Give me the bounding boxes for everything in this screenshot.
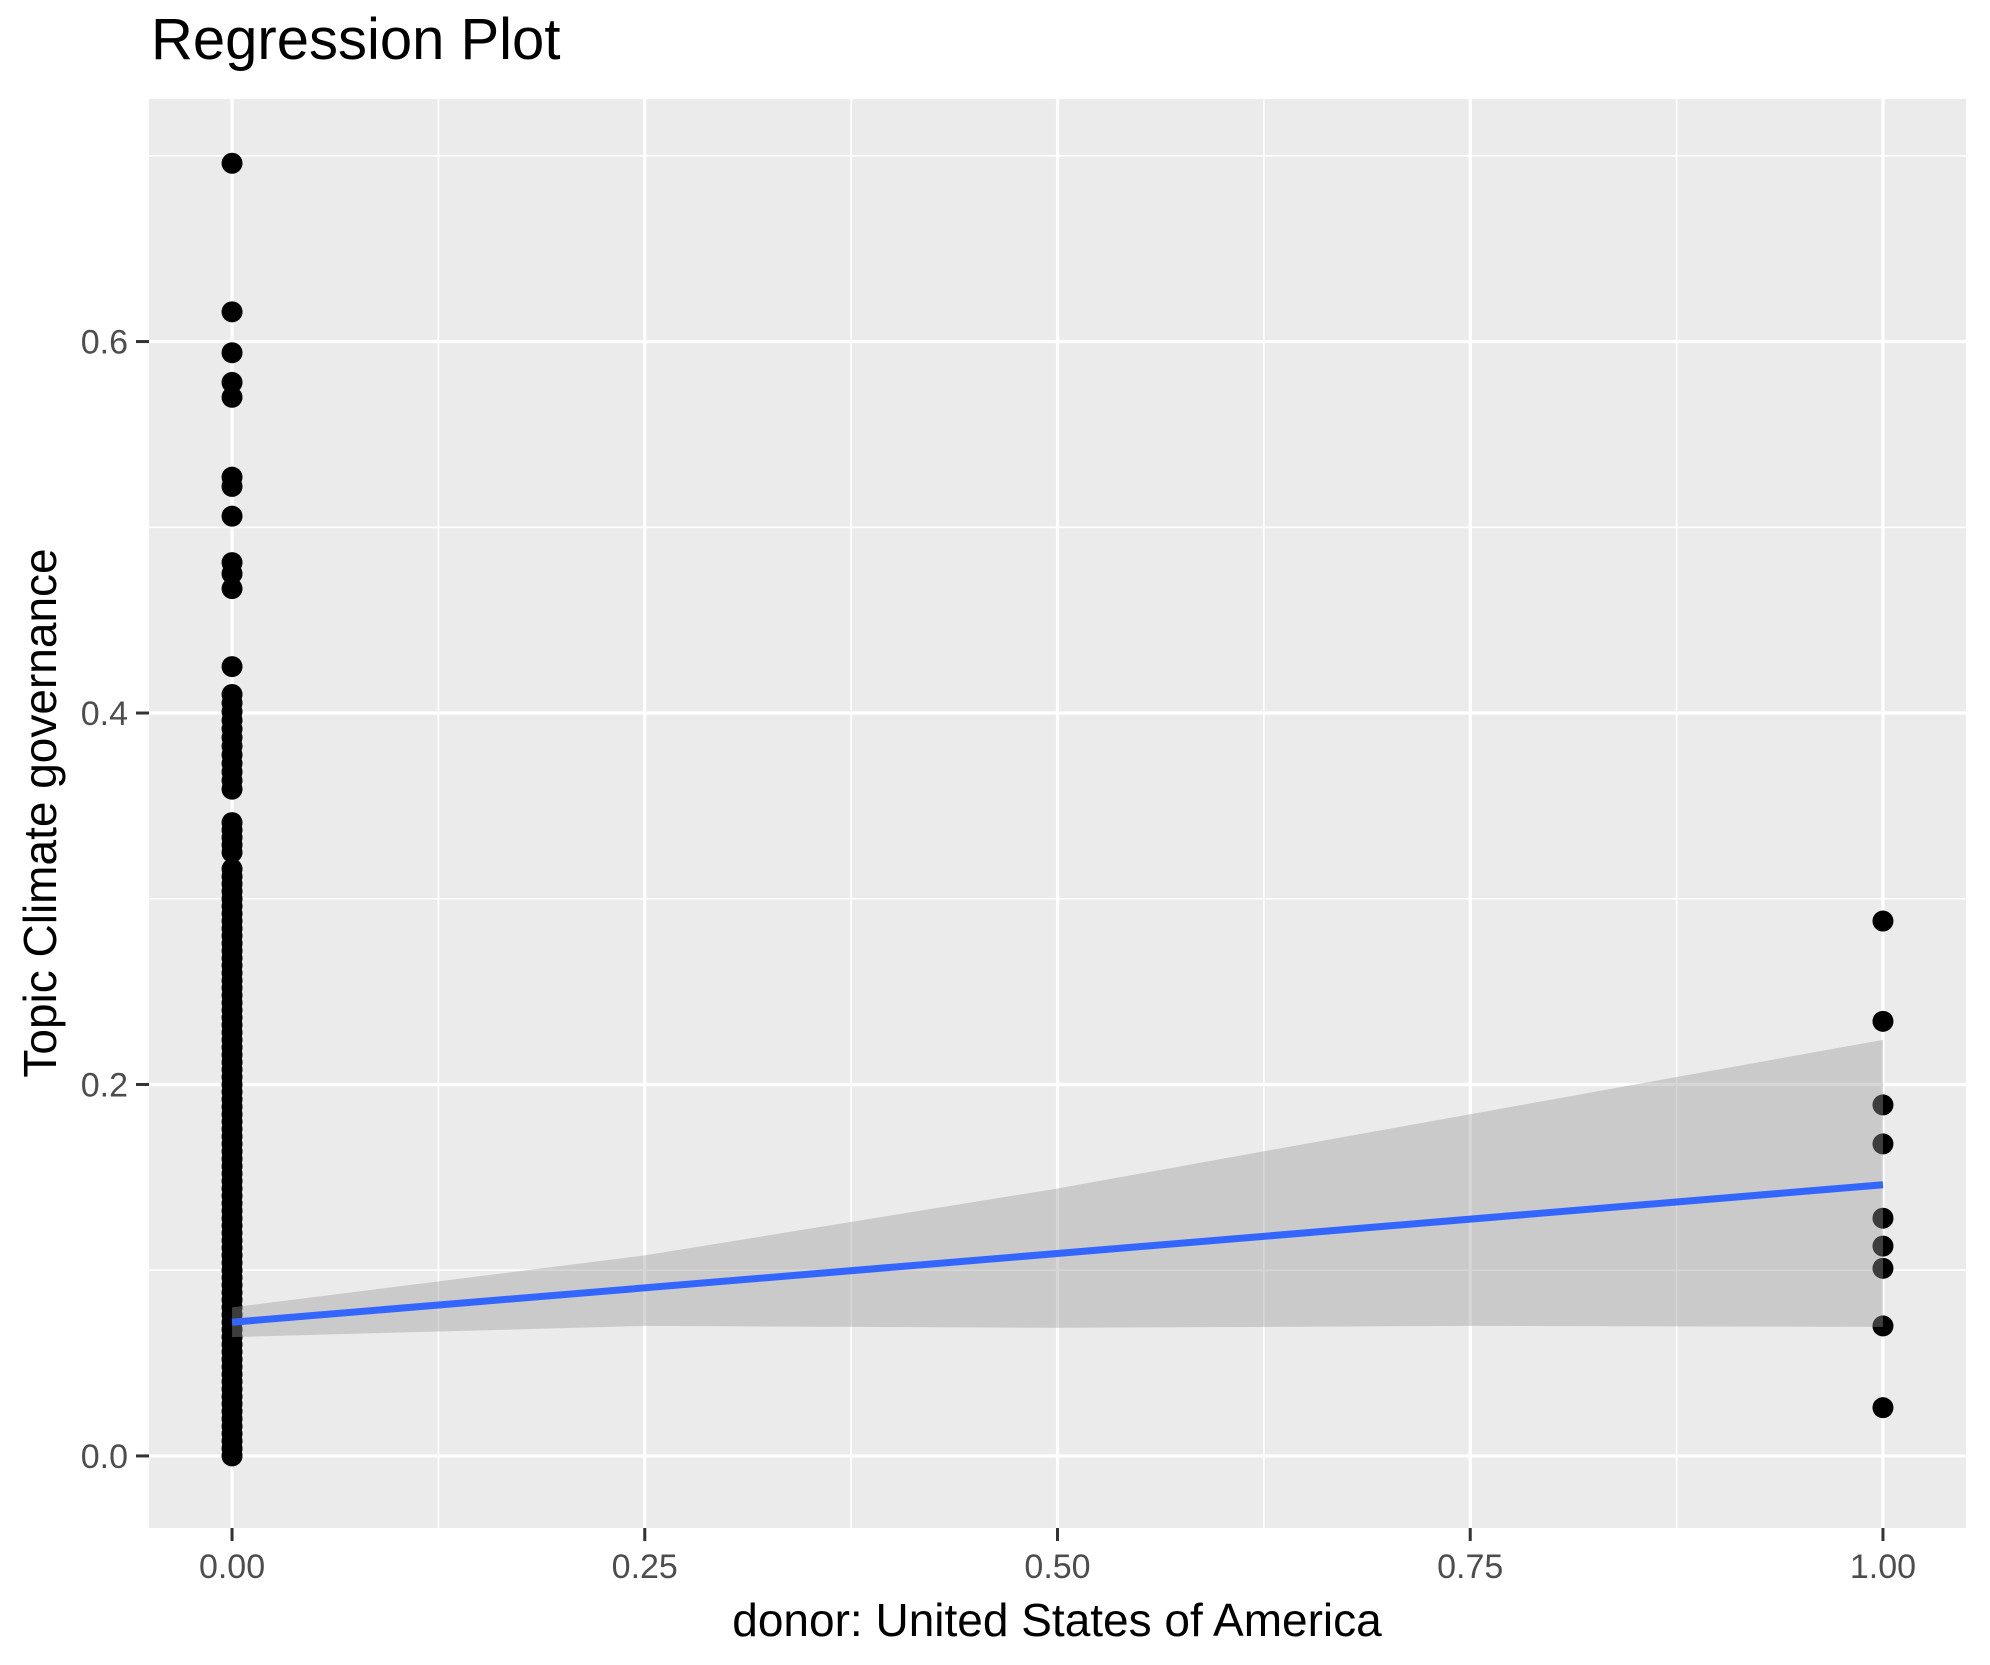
data-point: [221, 812, 243, 834]
data-point: [1872, 1235, 1894, 1257]
data-point: [1872, 1094, 1894, 1116]
data-point: [1872, 1257, 1894, 1279]
x-tick-label: 0.25: [612, 1548, 678, 1586]
data-point: [221, 578, 243, 600]
data-point: [221, 505, 243, 527]
data-point: [221, 301, 243, 323]
data-point: [221, 342, 243, 364]
regression-line: [231, 1181, 1884, 1326]
x-tick-label: 0.50: [1024, 1548, 1090, 1586]
x-tick-label: 0.75: [1437, 1548, 1503, 1586]
plot-title: Regression Plot: [151, 7, 561, 72]
y-tick-label: 0.6: [81, 324, 128, 362]
y-tick-label: 0.0: [81, 1438, 128, 1476]
data-point: [221, 152, 243, 174]
x-axis-title: donor: United States of America: [732, 1594, 1382, 1646]
x-tick-label: 1.00: [1850, 1548, 1916, 1586]
data-point: [221, 386, 243, 408]
data-point: [1872, 1133, 1894, 1155]
data-point: [1872, 1207, 1894, 1229]
data-point: [221, 683, 243, 705]
data-point: [1872, 910, 1894, 932]
data-point: [1872, 1010, 1894, 1032]
y-tick-label: 0.4: [81, 695, 128, 733]
confidence-band: [232, 1039, 1883, 1338]
data-point: [221, 656, 243, 678]
data-point: [221, 371, 243, 393]
y-axis-title: Topic Climate governance: [14, 548, 66, 1078]
data-point: [1872, 1397, 1894, 1419]
data-point: [1872, 1315, 1894, 1337]
y-tick-label: 0.2: [81, 1066, 128, 1104]
data-point: [221, 475, 243, 497]
data-point: [221, 563, 243, 585]
x-tick-label: 0.00: [199, 1548, 265, 1586]
data-point: [221, 858, 243, 880]
